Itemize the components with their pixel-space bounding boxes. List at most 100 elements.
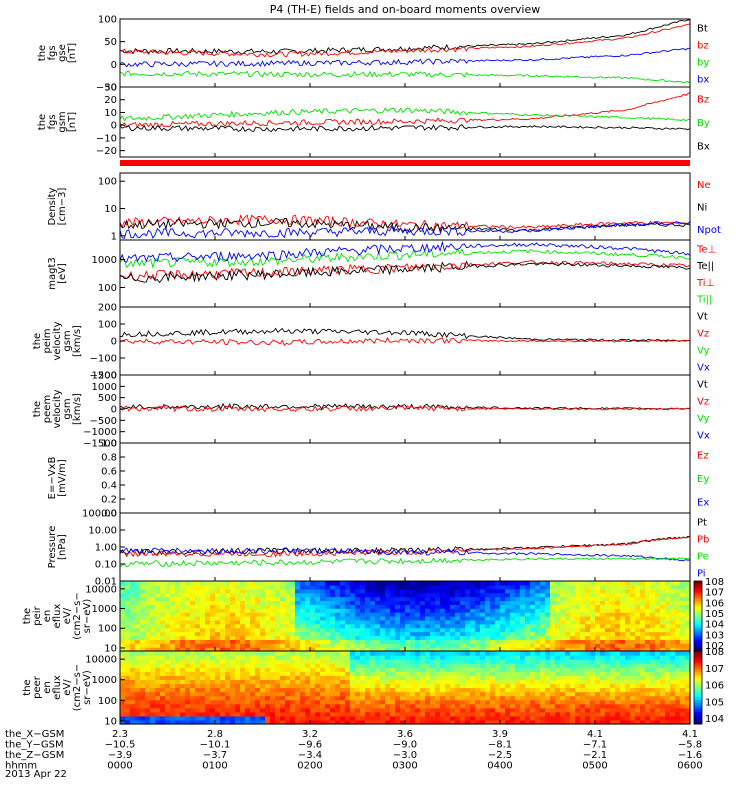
heatmap-cell — [415, 703, 421, 709]
heatmap-cell — [315, 695, 321, 701]
heatmap-cell — [685, 604, 691, 609]
heatmap-cell — [260, 604, 266, 609]
heatmap-cell — [495, 639, 501, 644]
heatmap-cell — [455, 635, 461, 640]
heatmap-cell — [575, 651, 581, 656]
heatmap-cell — [480, 675, 486, 680]
heatmap-cell — [535, 635, 541, 640]
heatmap-cell — [200, 667, 206, 672]
heatmap-cell — [325, 703, 331, 709]
heatmap-cell — [180, 635, 186, 640]
colorbar-label: 107 — [705, 664, 724, 675]
heatmap-cell — [290, 695, 296, 701]
heatmap-cell — [385, 663, 391, 668]
heatmap-cell — [330, 683, 336, 689]
heatmap-cell — [400, 707, 406, 713]
heatmap-cell — [450, 623, 456, 629]
heatmap-cell — [170, 631, 176, 637]
colorbar-label: 104 — [705, 714, 724, 725]
heatmap-cell — [560, 651, 566, 656]
heatmap-cell — [280, 643, 286, 648]
heatmap-cell — [245, 588, 251, 594]
heatmap-cell — [270, 631, 276, 637]
heatmap-cell — [600, 659, 606, 664]
y-axis-label-line: fgs — [47, 45, 58, 60]
heatmap-cell — [255, 671, 261, 676]
heatmap-cell — [570, 695, 576, 701]
heatmap-cell — [570, 596, 576, 602]
heatmap-cell — [540, 663, 546, 668]
heatmap-cell — [670, 651, 676, 656]
heatmap-cell — [400, 647, 406, 652]
heatmap-cell — [485, 667, 491, 672]
heatmap-cell — [405, 651, 411, 656]
heatmap-cell — [160, 600, 166, 605]
heatmap-cell — [245, 584, 251, 590]
heatmap-cell — [205, 581, 211, 586]
heatmap-cell — [160, 715, 166, 721]
heatmap-cell — [450, 663, 456, 668]
heatmap-cell — [645, 592, 651, 598]
heatmap-cell — [290, 675, 296, 680]
heatmap-cell — [290, 671, 296, 676]
heatmap-cell — [400, 719, 406, 725]
heatmap-cell — [515, 608, 521, 613]
heatmap-cell — [575, 604, 581, 609]
heatmap-cell — [390, 699, 396, 705]
heatmap-cell — [560, 667, 566, 672]
heatmap-cells — [120, 651, 691, 725]
heatmap-cell — [235, 619, 241, 625]
heatmap-cell — [250, 719, 256, 725]
heatmap-cell — [495, 679, 501, 685]
heatmap-cell — [675, 699, 681, 705]
heatmap-cell — [280, 596, 286, 602]
heatmap-cell — [275, 711, 281, 717]
heatmap-cell — [415, 651, 421, 656]
heatmap-cell — [650, 655, 656, 660]
heatmap-cell — [260, 671, 266, 676]
heatmap-cell — [545, 695, 551, 701]
heatmap-cell — [590, 687, 596, 693]
heatmap-cell — [245, 643, 251, 648]
heatmap-cell — [310, 639, 316, 644]
heatmap-cell — [465, 719, 471, 725]
heatmap-cell — [590, 691, 596, 697]
heatmap-cell — [240, 659, 246, 664]
heatmap-cell — [155, 616, 161, 621]
heatmap-cell — [200, 655, 206, 660]
heatmap-cell — [145, 616, 151, 621]
heatmap-cell — [655, 711, 661, 717]
heatmap-cell — [675, 691, 681, 697]
heatmap-cell — [305, 647, 311, 652]
heatmap-cell — [455, 643, 461, 648]
heatmap-cell — [660, 707, 666, 713]
heatmap-cell — [595, 683, 601, 689]
heatmap-cell — [325, 647, 331, 652]
heatmap-cell — [235, 687, 241, 693]
heatmap-cell — [325, 667, 331, 672]
heatmap-cell — [430, 655, 436, 660]
heatmap-cell — [180, 715, 186, 721]
heatmap-cell — [565, 581, 571, 586]
heatmap-cell — [490, 655, 496, 660]
heatmap-cell — [435, 687, 441, 693]
heatmap-cell — [305, 651, 311, 656]
heatmap-cell — [670, 695, 676, 701]
heatmap-cell — [515, 679, 521, 685]
heatmap-cell — [360, 715, 366, 721]
heatmap-cell — [405, 639, 411, 644]
heatmap-cell — [605, 691, 611, 697]
heatmap-cell — [220, 600, 226, 605]
heatmap-cell — [560, 604, 566, 609]
heatmap-cell — [210, 619, 216, 625]
heatmap-cell — [265, 584, 271, 590]
heatmap-cell — [295, 592, 301, 598]
heatmap-cell — [135, 683, 141, 689]
heatmap-cell — [385, 584, 391, 590]
colorbar-step — [694, 666, 702, 670]
heatmap-cell — [165, 616, 171, 621]
heatmap-cell — [120, 663, 126, 668]
heatmap-cell — [260, 647, 266, 652]
heatmap-cell — [225, 711, 231, 717]
heatmap-cell — [500, 659, 506, 664]
